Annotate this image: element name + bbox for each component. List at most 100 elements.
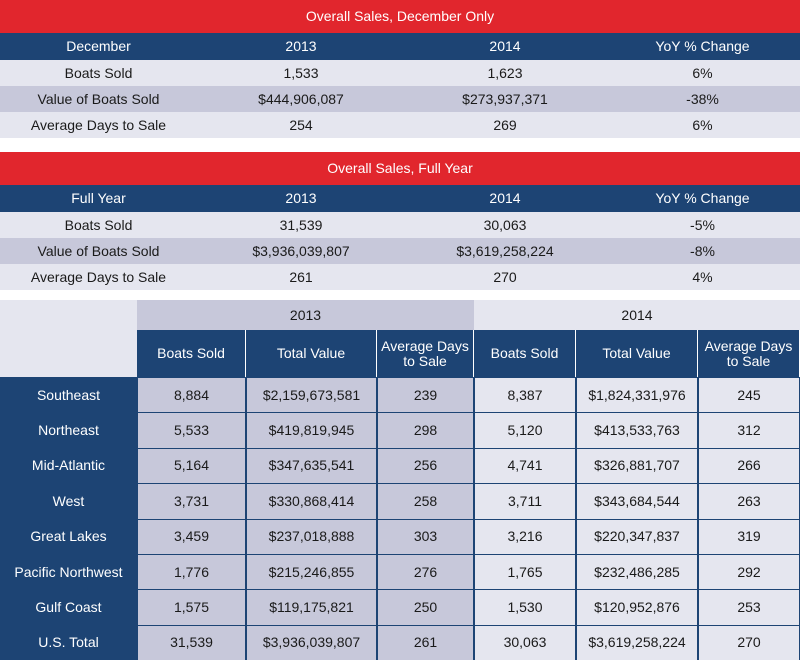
region-label: Mid-Atlantic bbox=[0, 447, 137, 485]
header-cell: 2014 bbox=[405, 185, 605, 212]
table-cell: 1,530 bbox=[474, 589, 576, 626]
region-label: Northeast bbox=[0, 412, 137, 449]
table-cell: 303 bbox=[377, 518, 474, 555]
table-cell: 292 bbox=[698, 553, 800, 591]
table-cell: 298 bbox=[377, 412, 474, 449]
table-cell: 266 bbox=[698, 447, 800, 485]
table-cell: 30,063 bbox=[474, 624, 576, 660]
column-header: Total Value bbox=[576, 330, 698, 377]
table-cell: 263 bbox=[698, 483, 800, 520]
table-cell: 5,164 bbox=[137, 447, 246, 485]
table-cell: 8,884 bbox=[137, 377, 246, 414]
table-cell: 1,533 bbox=[197, 60, 405, 86]
table-cell: -5% bbox=[605, 212, 800, 238]
region-label: U.S. Total bbox=[0, 624, 137, 660]
table-cell: $119,175,821 bbox=[246, 589, 377, 626]
region-label: Great Lakes bbox=[0, 518, 137, 555]
table-cell: 4% bbox=[605, 264, 800, 290]
table-cell: 254 bbox=[197, 112, 405, 138]
header-cell: YoY % Change bbox=[605, 185, 800, 212]
table-cell: 30,063 bbox=[405, 212, 605, 238]
column-header: Total Value bbox=[246, 330, 377, 377]
year-header: 2013 bbox=[137, 300, 474, 330]
table-cell: $3,619,258,224 bbox=[576, 624, 698, 660]
table-cell: 261 bbox=[197, 264, 405, 290]
table-cell: $1,824,331,976 bbox=[576, 377, 698, 414]
table-cell: 1,776 bbox=[137, 553, 246, 591]
year-header: 2014 bbox=[474, 300, 800, 330]
table-cell: $343,684,544 bbox=[576, 483, 698, 520]
table-cell: 31,539 bbox=[197, 212, 405, 238]
table-cell: $3,619,258,224 bbox=[405, 238, 605, 264]
table-cell: 5,120 bbox=[474, 412, 576, 449]
column-header: Boats Sold bbox=[474, 330, 576, 377]
table-cell: 8,387 bbox=[474, 377, 576, 414]
table-cell: 245 bbox=[698, 377, 800, 414]
table-cell: 3,216 bbox=[474, 518, 576, 555]
table-cell: 270 bbox=[698, 624, 800, 660]
table-cell: Boats Sold bbox=[0, 60, 197, 86]
header-cell: December bbox=[0, 33, 197, 60]
table-cell: 253 bbox=[698, 589, 800, 626]
table-cell: 239 bbox=[377, 377, 474, 414]
header-cell: YoY % Change bbox=[605, 33, 800, 60]
table-cell: $326,881,707 bbox=[576, 447, 698, 485]
table-cell: 3,459 bbox=[137, 518, 246, 555]
region-label: Pacific Northwest bbox=[0, 553, 137, 591]
table-cell: Value of Boats Sold bbox=[0, 86, 197, 112]
table-cell: $3,936,039,807 bbox=[246, 624, 377, 660]
corner bbox=[0, 300, 137, 377]
table-cell: 6% bbox=[605, 112, 800, 138]
column-header: Boats Sold bbox=[137, 330, 246, 377]
table-title: Overall Sales, Full Year bbox=[0, 152, 800, 185]
table-cell: 258 bbox=[377, 483, 474, 520]
table-cell: $444,906,087 bbox=[197, 86, 405, 112]
table-cell: 3,731 bbox=[137, 483, 246, 520]
table-cell: 312 bbox=[698, 412, 800, 449]
table-cell: $2,159,673,581 bbox=[246, 377, 377, 414]
table-cell: Boats Sold bbox=[0, 212, 197, 238]
table-cell: 270 bbox=[405, 264, 605, 290]
table-cell: $419,819,945 bbox=[246, 412, 377, 449]
table-cell: $347,635,541 bbox=[246, 447, 377, 485]
table-cell: 319 bbox=[698, 518, 800, 555]
column-header: Average Days to Sale bbox=[377, 330, 474, 377]
table-cell: 269 bbox=[405, 112, 605, 138]
table-cell: $330,868,414 bbox=[246, 483, 377, 520]
table-cell: $220,347,837 bbox=[576, 518, 698, 555]
table-cell: 4,741 bbox=[474, 447, 576, 485]
table-cell: 1,575 bbox=[137, 589, 246, 626]
table-cell: -38% bbox=[605, 86, 800, 112]
table-cell: -8% bbox=[605, 238, 800, 264]
header-cell: Full Year bbox=[0, 185, 197, 212]
region-label: Southeast bbox=[0, 377, 137, 414]
table-cell: $120,952,876 bbox=[576, 589, 698, 626]
table-cell: 256 bbox=[377, 447, 474, 485]
region-label: West bbox=[0, 483, 137, 520]
table-cell: $273,937,371 bbox=[405, 86, 605, 112]
table-cell: 31,539 bbox=[137, 624, 246, 660]
table-cell: 5,533 bbox=[137, 412, 246, 449]
table-cell: Average Days to Sale bbox=[0, 264, 197, 290]
table-cell: 276 bbox=[377, 553, 474, 591]
region-label: Gulf Coast bbox=[0, 589, 137, 626]
table-cell: $237,018,888 bbox=[246, 518, 377, 555]
table-cell: $232,486,285 bbox=[576, 553, 698, 591]
table-cell: Value of Boats Sold bbox=[0, 238, 197, 264]
column-header: Average Days to Sale bbox=[698, 330, 800, 377]
table-cell: Average Days to Sale bbox=[0, 112, 197, 138]
table-cell: $3,936,039,807 bbox=[197, 238, 405, 264]
table-title: Overall Sales, December Only bbox=[0, 0, 800, 33]
header-cell: 2013 bbox=[197, 33, 405, 60]
table-cell: 3,711 bbox=[474, 483, 576, 520]
table-cell: 250 bbox=[377, 589, 474, 626]
header-cell: 2013 bbox=[197, 185, 405, 212]
table-cell: 1,765 bbox=[474, 553, 576, 591]
table-cell: 1,623 bbox=[405, 60, 605, 86]
table-cell: $215,246,855 bbox=[246, 553, 377, 591]
header-cell: 2014 bbox=[405, 33, 605, 60]
table-cell: 261 bbox=[377, 624, 474, 660]
table-cell: $413,533,763 bbox=[576, 412, 698, 449]
table-cell: 6% bbox=[605, 60, 800, 86]
